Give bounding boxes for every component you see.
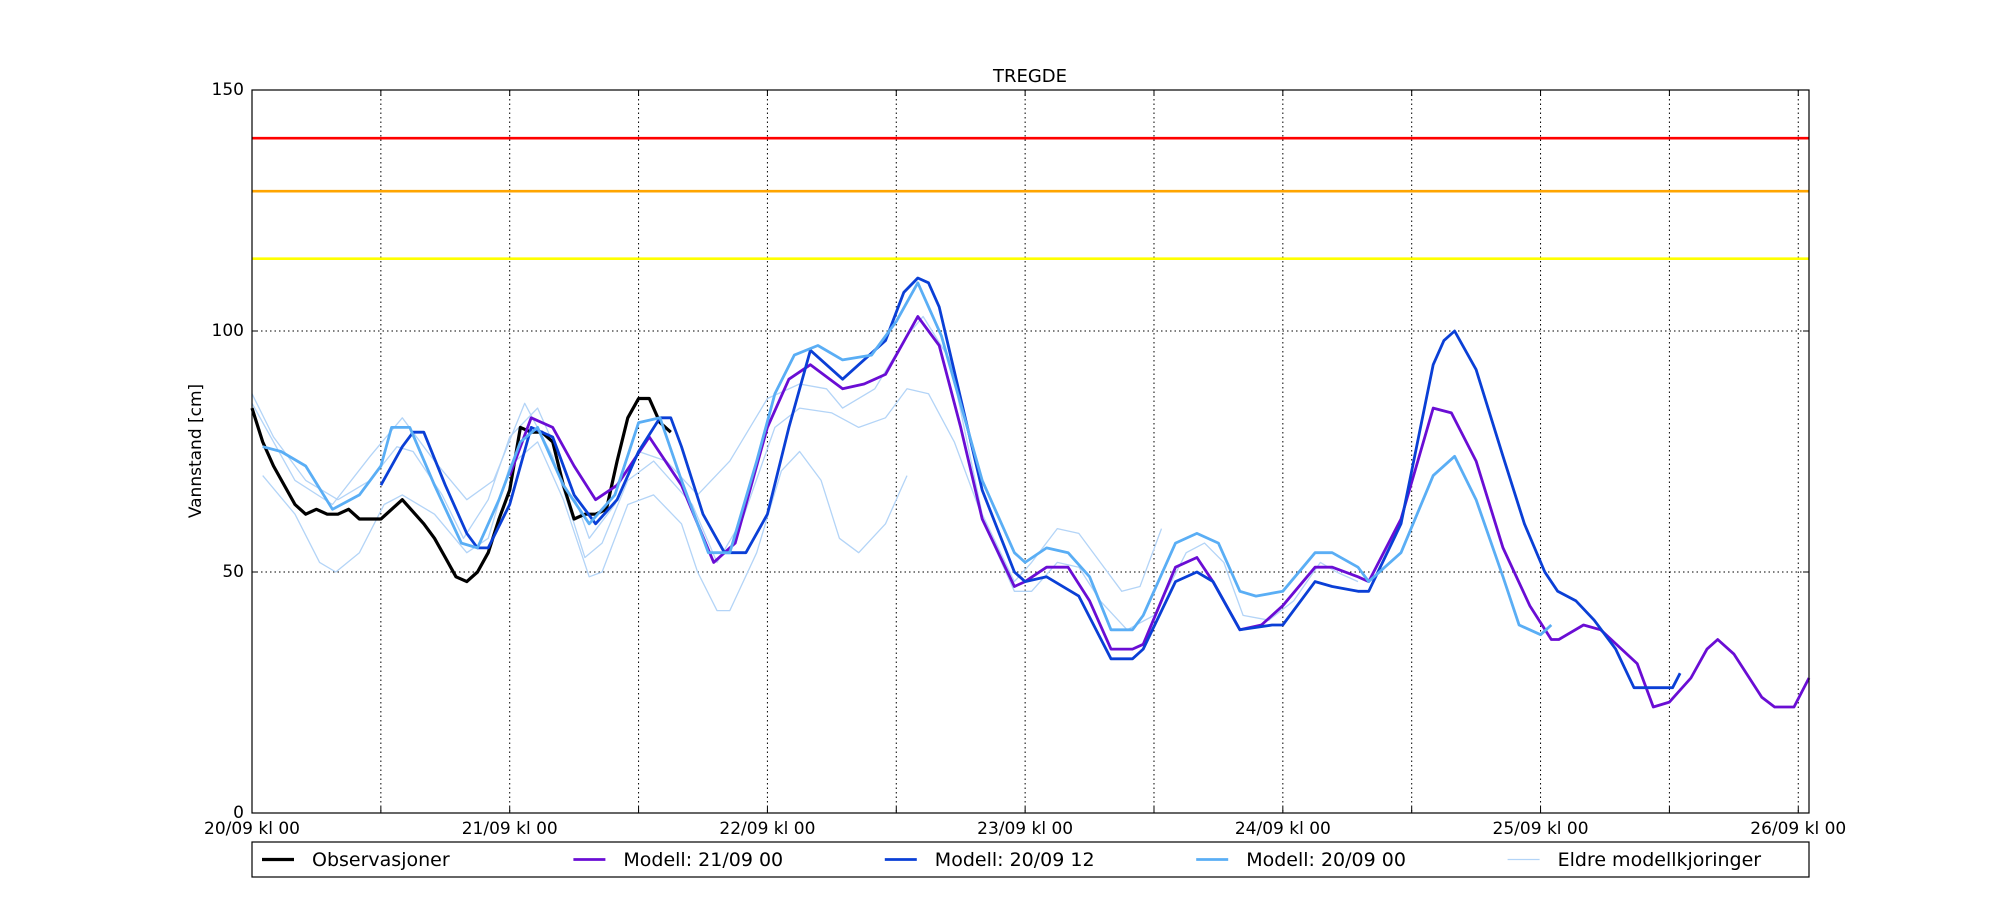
legend-label: Modell: 21/09 00 [623, 849, 783, 871]
series-line [379, 276, 1682, 690]
legend-label: Observasjoner [312, 849, 450, 871]
y-tick-label: 50 [222, 562, 244, 582]
y-tick-label: 150 [212, 80, 244, 100]
legend-label: Eldre modellkjoringer [1558, 849, 1762, 871]
y-tick-label: 100 [212, 321, 244, 341]
y-axis-label: Vannstand [cm] [186, 384, 206, 518]
x-tick-label: 24/09 kl 00 [1235, 819, 1331, 839]
series-line [262, 281, 1553, 637]
series-line [251, 388, 1359, 631]
x-tick-label: 26/09 kl 00 [1750, 819, 1846, 839]
x-tick-label: 23/09 kl 00 [977, 819, 1073, 839]
x-tick-label: 20/09 kl 00 [204, 819, 300, 839]
plot-frame [251, 89, 1810, 814]
x-tick-label: 25/09 kl 00 [1493, 819, 1589, 839]
x-tick-label: 22/09 kl 00 [719, 819, 815, 839]
y-tick-label: 0 [233, 803, 244, 823]
legend-label: Modell: 20/09 12 [935, 849, 1095, 871]
legend-label: Modell: 20/09 00 [1246, 849, 1406, 871]
x-tick-label: 21/09 kl 00 [462, 819, 558, 839]
legend-box [251, 841, 1810, 878]
chart-title: TREGDE [992, 66, 1067, 87]
